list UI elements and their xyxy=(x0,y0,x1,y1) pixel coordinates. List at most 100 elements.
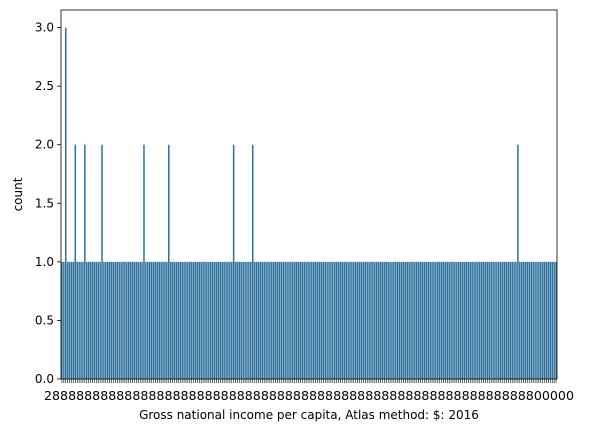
y-tick-label: 0.5 xyxy=(35,313,54,327)
bar xyxy=(406,261,409,379)
bar xyxy=(127,261,130,379)
bar xyxy=(545,261,548,379)
bar xyxy=(385,261,388,379)
bar xyxy=(204,261,206,379)
bar xyxy=(101,144,103,379)
bar xyxy=(190,261,193,379)
bar xyxy=(141,261,143,379)
bar xyxy=(366,261,368,379)
bar xyxy=(65,27,67,379)
bar xyxy=(259,261,262,379)
bar xyxy=(438,261,441,379)
bar xyxy=(257,261,260,379)
bar xyxy=(131,261,134,379)
bar xyxy=(368,261,370,379)
bar xyxy=(330,261,332,379)
bar xyxy=(427,261,429,379)
bar xyxy=(122,261,124,379)
bar xyxy=(517,144,519,379)
bar xyxy=(148,261,151,379)
bar xyxy=(374,261,376,379)
bar xyxy=(383,261,386,379)
bar xyxy=(452,261,454,379)
bar xyxy=(147,261,149,379)
bar xyxy=(272,261,275,379)
bar xyxy=(311,261,313,379)
bar xyxy=(286,261,288,379)
bar xyxy=(284,261,286,379)
bar xyxy=(269,261,271,379)
bar xyxy=(496,261,498,379)
y-tick-label: 3.0 xyxy=(35,21,54,35)
bar xyxy=(412,261,414,379)
bar xyxy=(192,261,195,379)
bar xyxy=(133,261,136,379)
bar xyxy=(229,261,231,379)
bar xyxy=(251,144,254,379)
bar xyxy=(185,261,187,379)
bar xyxy=(217,261,220,379)
bar xyxy=(507,261,510,379)
bar xyxy=(116,261,119,379)
bar xyxy=(187,261,189,379)
bar xyxy=(431,261,433,379)
bar xyxy=(364,261,367,379)
bar xyxy=(120,261,122,379)
bar xyxy=(76,261,78,379)
bar xyxy=(152,261,155,379)
bar xyxy=(198,261,201,379)
bar xyxy=(137,261,140,379)
bar xyxy=(522,261,525,379)
bars-group xyxy=(61,27,557,379)
bar xyxy=(524,261,527,379)
bar xyxy=(519,261,521,379)
bar xyxy=(177,261,180,379)
bar xyxy=(232,144,235,379)
bar xyxy=(393,261,395,379)
bar xyxy=(459,261,462,379)
bar xyxy=(63,261,65,379)
bar xyxy=(68,261,71,379)
bar xyxy=(194,261,197,379)
bar xyxy=(347,261,349,379)
bar xyxy=(223,261,225,379)
x-tick-labels-overlapping: 2888888888888888888888888888888888888888… xyxy=(44,389,574,403)
y-tick-label: 2.5 xyxy=(35,79,54,93)
bar xyxy=(461,261,464,379)
bar xyxy=(419,261,422,379)
bar xyxy=(230,261,233,379)
bar xyxy=(236,261,239,379)
bar xyxy=(404,261,407,379)
bar xyxy=(456,261,458,379)
bar xyxy=(532,261,534,379)
y-tick-label: 1.5 xyxy=(35,196,54,210)
bar xyxy=(477,261,479,379)
bar xyxy=(173,261,176,379)
bar xyxy=(164,261,166,379)
bar xyxy=(84,144,86,379)
bar xyxy=(189,261,191,379)
bar xyxy=(74,144,77,379)
bar xyxy=(290,261,292,379)
bar xyxy=(171,261,174,379)
bar xyxy=(341,261,344,379)
bar xyxy=(440,261,443,379)
bar xyxy=(309,261,311,379)
x-axis-label: Gross national income per capita, Atlas … xyxy=(139,408,479,422)
bar xyxy=(381,261,384,379)
bar xyxy=(480,261,483,379)
bar xyxy=(183,261,185,379)
bar xyxy=(253,261,256,379)
bar xyxy=(482,261,485,379)
bar xyxy=(200,261,202,379)
bar xyxy=(211,261,214,379)
bar xyxy=(322,261,325,379)
bar xyxy=(528,261,531,379)
bar xyxy=(154,261,157,379)
bar xyxy=(202,261,204,379)
bar xyxy=(219,261,222,379)
bar xyxy=(307,261,309,379)
bar xyxy=(301,261,304,379)
bar xyxy=(280,261,283,379)
